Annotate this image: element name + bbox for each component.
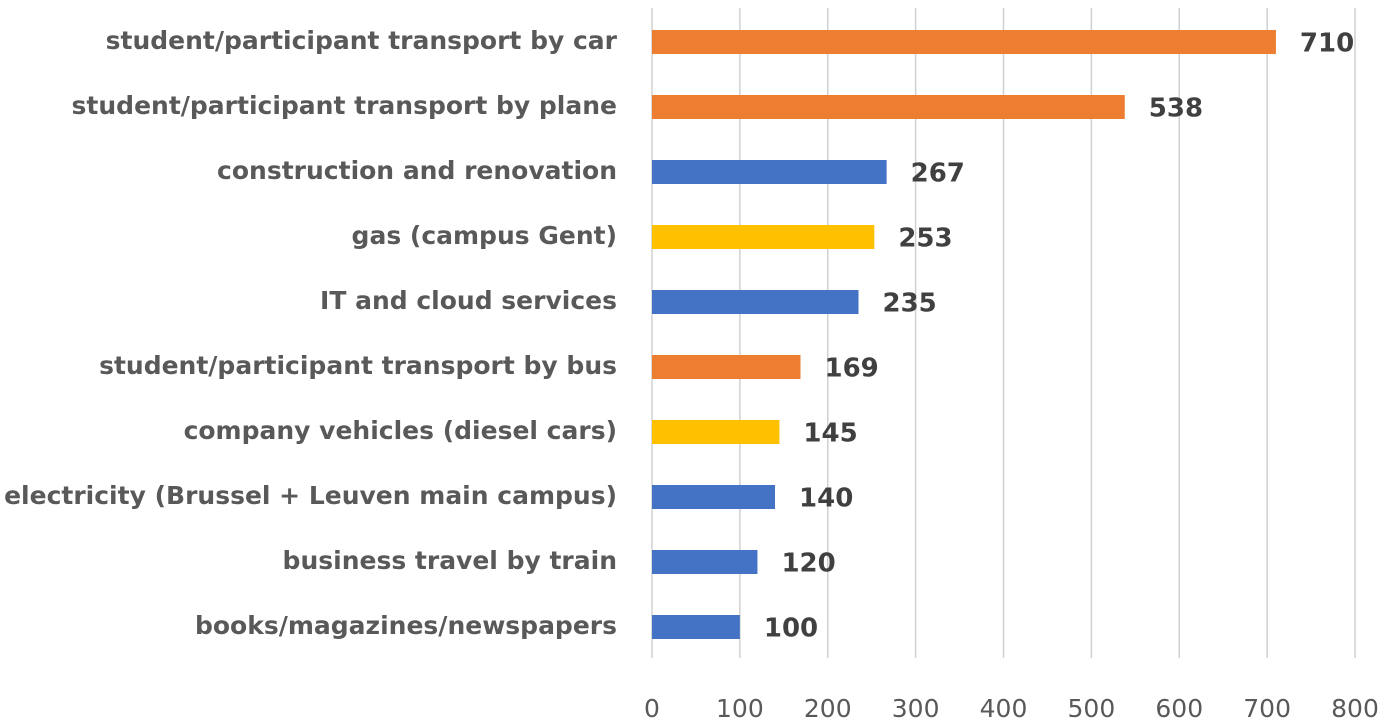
value-label: 169 bbox=[825, 354, 879, 384]
y-tick-label: electricity (Brussel + Leuven main campu… bbox=[4, 481, 617, 510]
y-tick-label: student/participant transport by bus bbox=[99, 351, 617, 380]
value-label: 267 bbox=[911, 159, 965, 189]
bar bbox=[652, 225, 875, 249]
y-tick-label: company vehicles (diesel cars) bbox=[184, 416, 617, 445]
value-label: 235 bbox=[883, 289, 937, 319]
value-label: 253 bbox=[898, 224, 952, 254]
value-label: 145 bbox=[803, 419, 857, 449]
y-tick-label: gas (campus Gent) bbox=[352, 221, 617, 250]
y-tick-label: business travel by train bbox=[283, 546, 617, 575]
y-tick-label: construction and renovation bbox=[217, 156, 617, 185]
bar bbox=[652, 160, 887, 184]
y-tick-label: student/participant transport by car bbox=[106, 26, 618, 55]
value-label: 710 bbox=[1300, 29, 1354, 59]
bar bbox=[652, 485, 776, 509]
y-tick-label: IT and cloud services bbox=[320, 286, 617, 315]
x-tick-label: 500 bbox=[1068, 694, 1116, 723]
y-tick-label: student/participant transport by plane bbox=[72, 91, 617, 120]
x-tick-label: 200 bbox=[804, 694, 852, 723]
bar bbox=[652, 30, 1276, 54]
y-tick-label: books/magazines/newspapers bbox=[195, 611, 617, 640]
bar bbox=[652, 420, 780, 444]
x-tick-label: 0 bbox=[644, 694, 660, 723]
value-label: 140 bbox=[799, 484, 853, 514]
value-label: 100 bbox=[764, 614, 818, 644]
bar bbox=[652, 290, 859, 314]
bar bbox=[652, 550, 758, 574]
x-tick-label: 600 bbox=[1155, 694, 1203, 723]
x-tick-label: 400 bbox=[980, 694, 1028, 723]
value-label: 120 bbox=[781, 549, 835, 579]
x-tick-label: 100 bbox=[716, 694, 764, 723]
value-label: 538 bbox=[1149, 94, 1203, 124]
x-tick-label: 800 bbox=[1331, 694, 1379, 723]
x-tick-label: 300 bbox=[892, 694, 940, 723]
bar bbox=[652, 615, 740, 639]
x-tick-label: 700 bbox=[1243, 694, 1291, 723]
bar bbox=[652, 95, 1125, 119]
bar bbox=[652, 355, 801, 379]
